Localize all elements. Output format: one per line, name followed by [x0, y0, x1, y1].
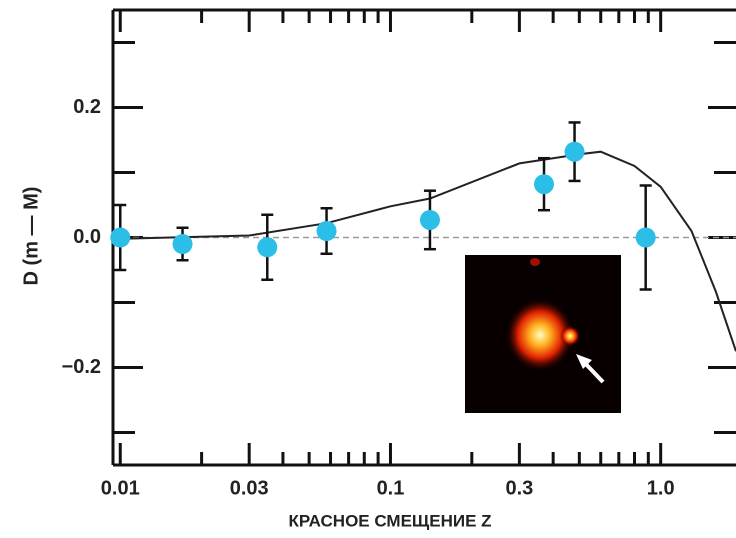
data-point — [635, 227, 656, 248]
data-point — [172, 234, 193, 254]
data-point — [110, 227, 131, 248]
data-point — [419, 209, 440, 230]
data-point — [316, 221, 337, 241]
data-point — [257, 237, 278, 258]
x-tick-label: 0.1 — [377, 477, 405, 499]
x-tick-label: 0.3 — [505, 477, 533, 499]
x-tick-label: 0.01 — [101, 477, 140, 499]
data-point — [534, 174, 555, 195]
y-tick-label: 0.0 — [73, 226, 101, 248]
galaxy — [506, 299, 574, 371]
data-point — [564, 141, 585, 162]
x-tick-label: 0.03 — [230, 477, 269, 499]
model-curve — [120, 150, 736, 352]
supernova — [560, 326, 580, 346]
y-axis-title: D (m — M) — [20, 187, 42, 286]
x-tick-label: 1.0 — [647, 477, 675, 499]
arrow-head — [576, 354, 592, 369]
y-tick-label: −0.2 — [62, 356, 101, 378]
x-axis-title: КРАСНОЕ СМЕЩЕНИЕ Z — [288, 511, 491, 530]
inset-image — [465, 255, 621, 413]
star — [530, 258, 540, 266]
y-tick-label: 0.2 — [73, 96, 101, 118]
